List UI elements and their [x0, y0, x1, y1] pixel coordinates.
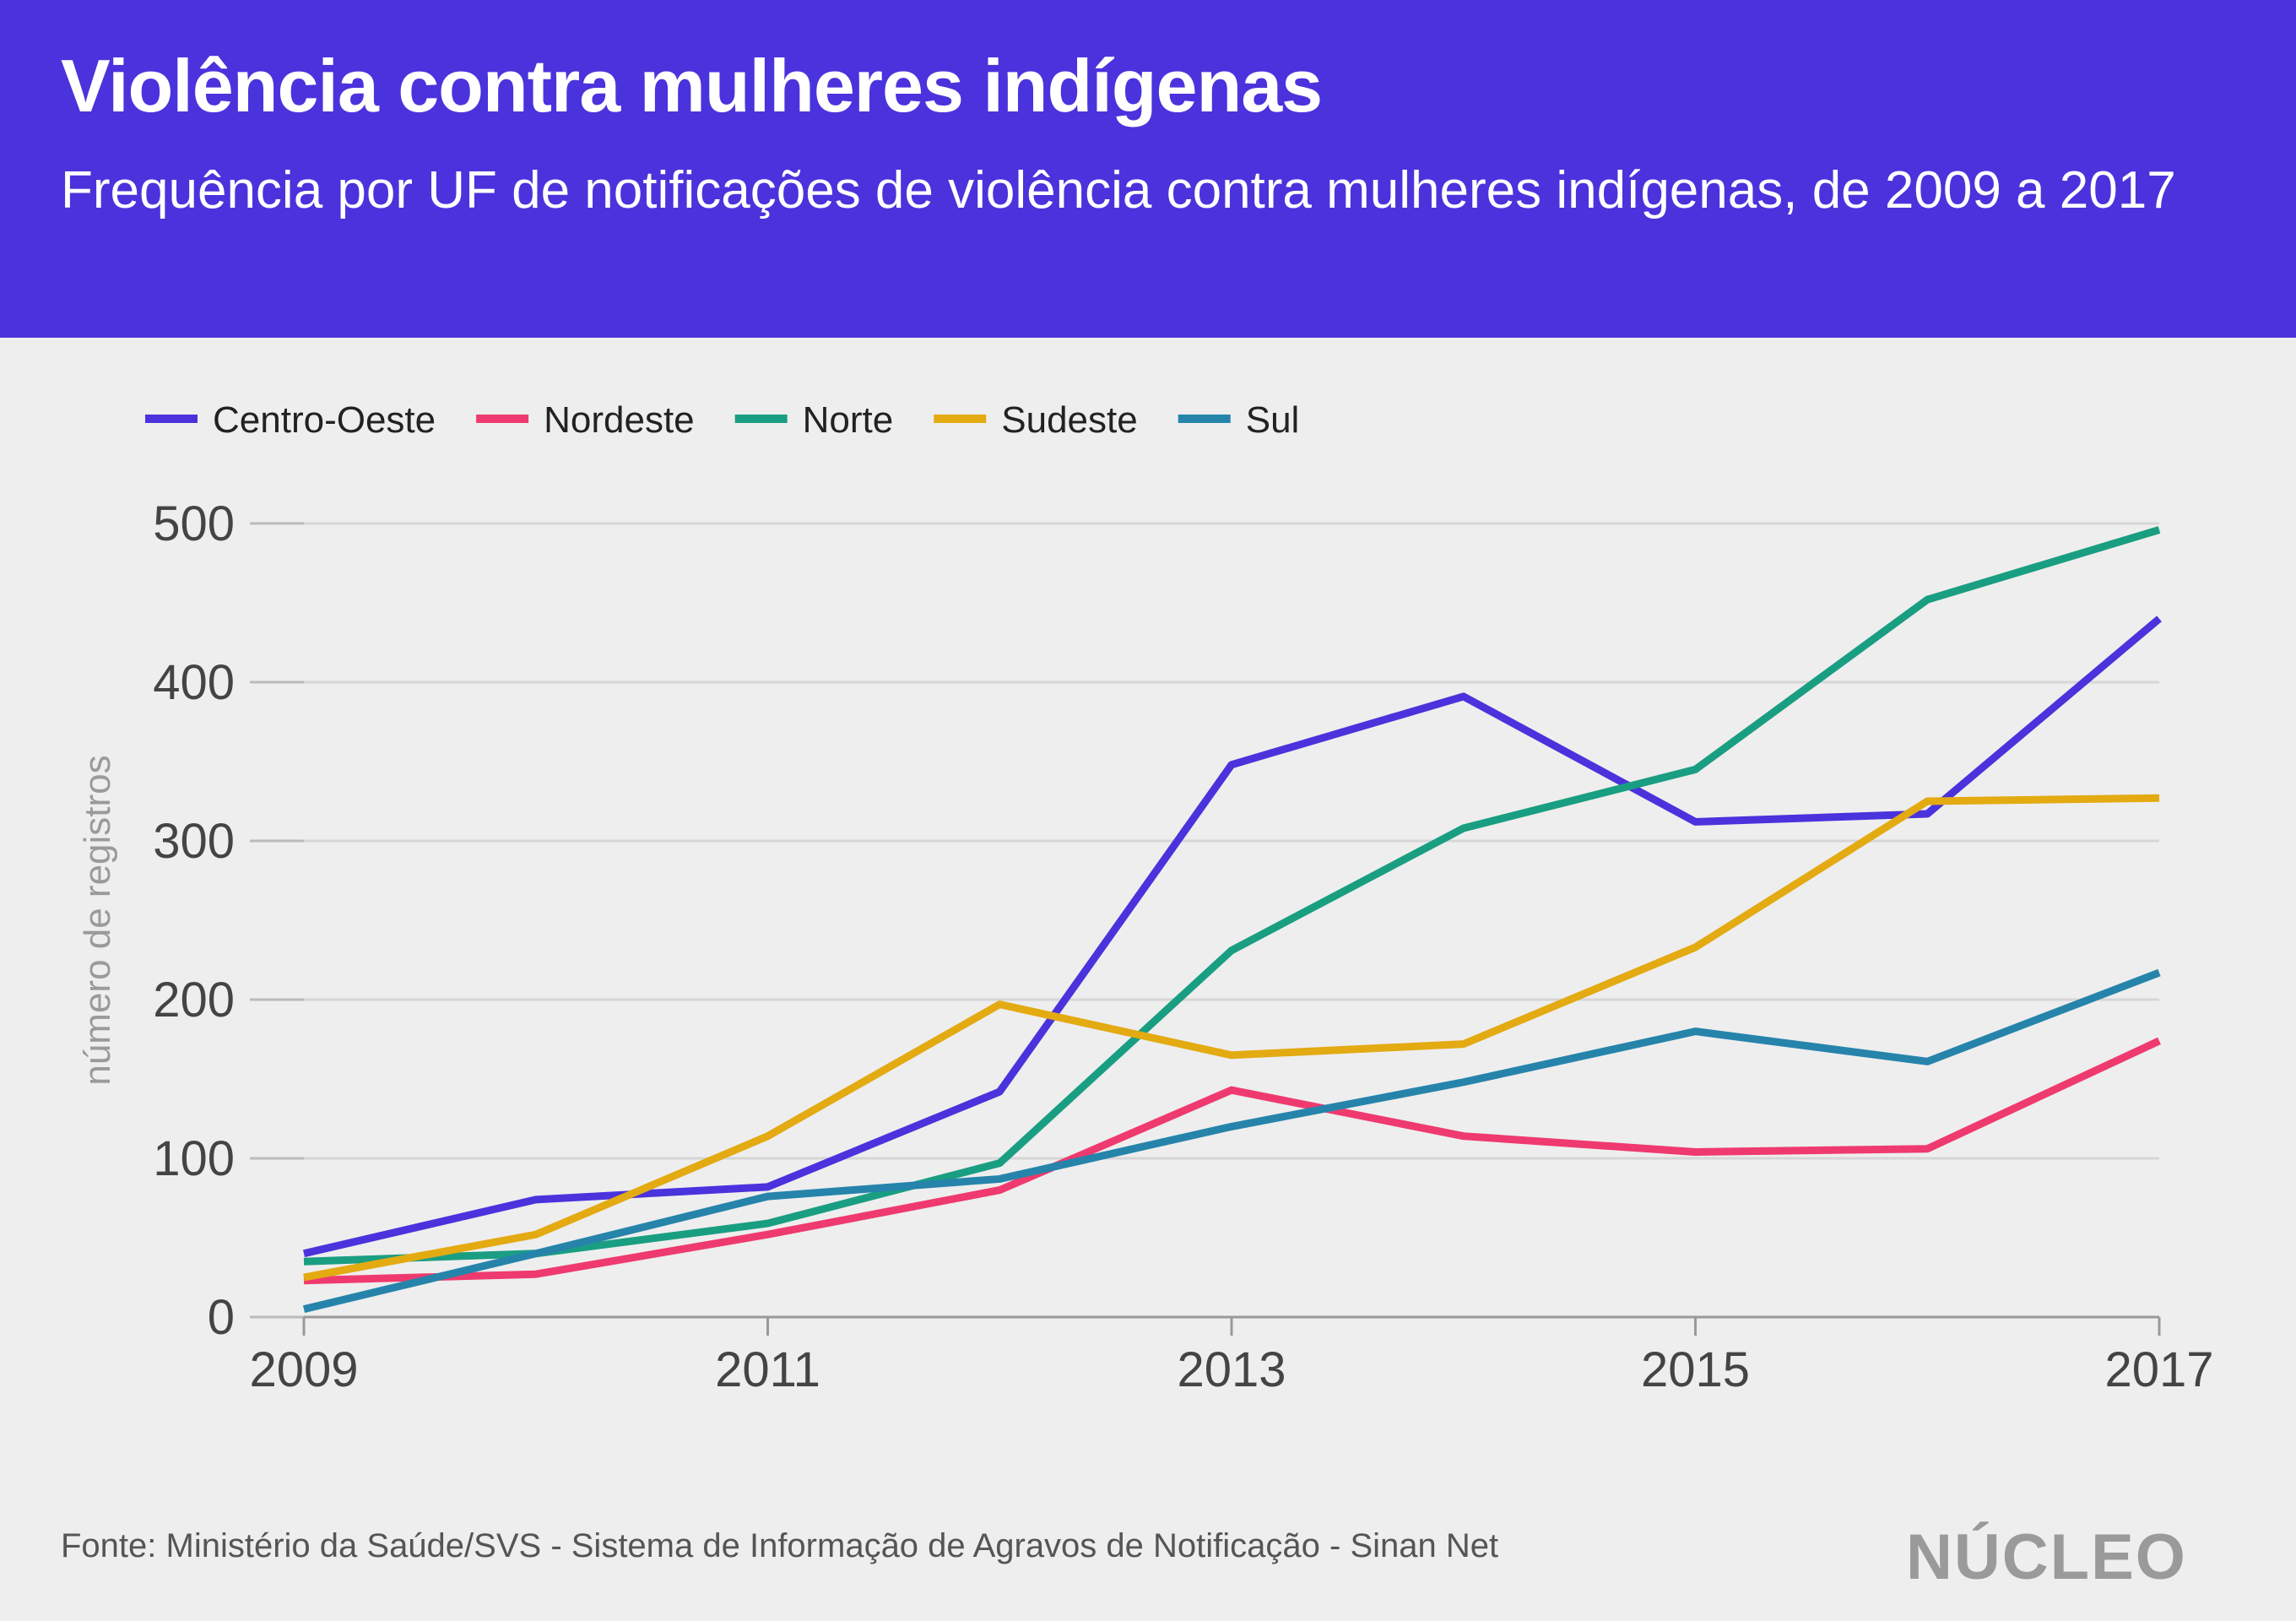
- series-lines: [302, 526, 2162, 1313]
- x-tick-label: 2009: [249, 1342, 358, 1397]
- x-tick-label: 2013: [1177, 1342, 1286, 1397]
- x-tick-label: 2017: [2104, 1342, 2213, 1397]
- y-tick-label: 0: [208, 1290, 235, 1345]
- legend: Centro-Oeste Nordeste Norte Sudeste Sul: [145, 399, 1299, 441]
- source-note: Fonte: Ministério da Saúde/SVS - Sistema…: [61, 1527, 1499, 1564]
- x-tick-label: 2011: [715, 1342, 820, 1397]
- series-line-centro-oeste: [302, 615, 2162, 1258]
- chart-title: Violência contra mulheres indígenas: [61, 44, 1323, 127]
- nucleo-logo: NÚCLEO: [1906, 1521, 2187, 1593]
- x-tick-label: 2015: [1641, 1342, 1750, 1397]
- y-tick-label: 200: [153, 973, 235, 1027]
- y-axis-label: número de registros: [77, 755, 118, 1085]
- legend-label: Norte: [803, 399, 894, 441]
- line-chart: Centro-Oeste Nordeste Norte Sudeste Sul 0 100…: [77, 399, 2214, 1397]
- x-axis: 2009 2011 2013 2015 2017: [249, 1315, 2214, 1397]
- legend-label: Sul: [1246, 399, 1300, 441]
- series-line-sul: [302, 968, 2161, 1313]
- y-tick-label: 500: [153, 496, 235, 551]
- y-tick-label: 300: [153, 814, 235, 869]
- legend-label: Nordeste: [544, 399, 695, 441]
- series-line-nordeste: [303, 1037, 2161, 1285]
- header-banner: Violência contra mulheres indígenas Freq…: [0, 0, 2296, 338]
- series-line-norte: [303, 526, 2161, 1266]
- chart-subtitle: Frequência por UF de notificações de vio…: [61, 161, 2176, 220]
- legend-label: Sudeste: [1001, 399, 1137, 441]
- y-axis-ticks: 0 100 200 300 400 500: [153, 496, 304, 1345]
- legend-label: Centro-Oeste: [213, 399, 436, 441]
- series-line-sudeste: [303, 794, 2160, 1282]
- y-tick-label: 400: [153, 655, 235, 710]
- y-tick-label: 100: [153, 1131, 235, 1186]
